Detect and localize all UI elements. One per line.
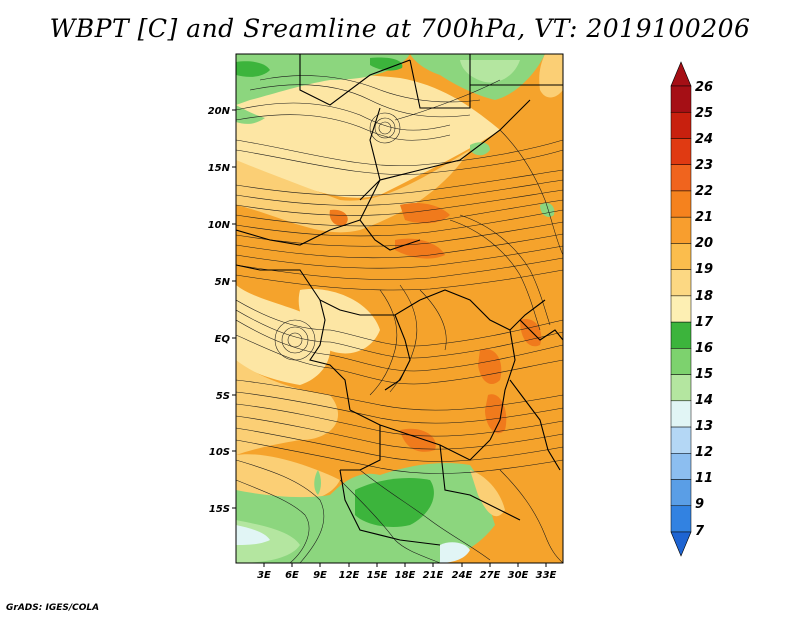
lon-label-24e: 24E (452, 570, 473, 581)
country-borders (236, 54, 563, 546)
lon-label-3e: 3E (257, 570, 271, 581)
colorbar-label: 23 (695, 158, 713, 173)
colorbar-label: 19 (695, 262, 713, 277)
colorbar-box (670, 453, 692, 480)
streamlines (236, 75, 563, 563)
lat-label-15n: 15N (208, 163, 231, 174)
colorbar-box (670, 111, 692, 139)
longitude-labels: 3E 6E 9E 12E 15E 18E 21E 24E 27E 30E 33E (257, 570, 556, 581)
page-title: WBPT [C] and Sreamline at 700hPa, VT: 20… (49, 14, 751, 43)
colorbar-label: 9 (695, 497, 704, 512)
lat-label-20n: 20N (208, 106, 231, 117)
lon-label-33e: 33E (536, 570, 557, 581)
colorbar-label: 15 (695, 367, 713, 382)
colorbar-box (670, 243, 692, 270)
colorbar-label: 16 (695, 341, 713, 356)
colorbar-boxes (670, 85, 692, 533)
colorbar-box (670, 138, 692, 165)
colorbar-labels: 26 25 24 23 22 21 20 19 18 17 16 15 14 1… (695, 80, 714, 539)
lon-label-18e: 18E (395, 570, 416, 581)
lon-label-9e: 9E (313, 570, 327, 581)
lon-label-21e: 21E (423, 570, 444, 581)
lon-label-15e: 15E (367, 570, 388, 581)
colorbar-label: 11 (695, 471, 713, 486)
lat-label-5s: 5S (216, 391, 230, 402)
colorbar-box (670, 295, 692, 323)
latitude-axis (232, 109, 236, 509)
map-frame (235, 53, 564, 564)
lon-label-27e: 27E (480, 570, 501, 581)
longitude-axis (263, 563, 547, 567)
colorbar-box (670, 269, 692, 297)
colorbar-label: 14 (695, 393, 713, 408)
lon-label-12e: 12E (339, 570, 360, 581)
colorbar-label: 13 (695, 419, 713, 434)
colorbar-top-arrow (670, 61, 692, 87)
grads-credit: GrADS: IGES/COLA (6, 603, 100, 613)
colorbar-box (670, 374, 692, 402)
colorbar-box (670, 400, 692, 428)
wbpt-shaded-field (236, 54, 563, 563)
lon-label-30e: 30E (508, 570, 529, 581)
colorbar-box (670, 164, 692, 192)
colorbar-label: 22 (695, 184, 713, 199)
colorbar-label: 26 (695, 80, 713, 95)
colorbar-label: 12 (695, 445, 713, 460)
colorbar-box (670, 505, 692, 533)
colorbar-box (670, 348, 692, 375)
colorbar-label: 21 (695, 210, 713, 225)
colorbar-bottom-arrow (670, 531, 692, 557)
colorbar-box (670, 190, 692, 218)
colorbar: 26 25 24 23 22 21 20 19 18 17 16 15 14 1… (670, 61, 714, 557)
colorbar-label: 17 (695, 315, 714, 330)
colorbar-label: 18 (695, 289, 713, 304)
lat-label-10n: 10N (208, 220, 231, 231)
colorbar-box (670, 479, 692, 507)
colorbar-label: 20 (695, 236, 713, 251)
lon-label-6e: 6E (285, 570, 299, 581)
colorbar-label: 7 (695, 524, 705, 539)
lat-label-15s: 15S (209, 504, 230, 515)
colorbar-label: 24 (695, 132, 713, 147)
colorbar-label: 25 (695, 106, 713, 121)
colorbar-box (670, 321, 692, 349)
latitude-labels: 20N 15N 10N 5N EQ 5S 10S 15S (208, 106, 231, 515)
colorbar-box (670, 85, 692, 113)
colorbar-box (670, 216, 692, 244)
colorbar-box (670, 426, 692, 454)
lat-label-10s: 10S (209, 447, 230, 458)
lat-label-eq: EQ (215, 334, 231, 345)
lat-label-5n: 5N (215, 277, 231, 288)
